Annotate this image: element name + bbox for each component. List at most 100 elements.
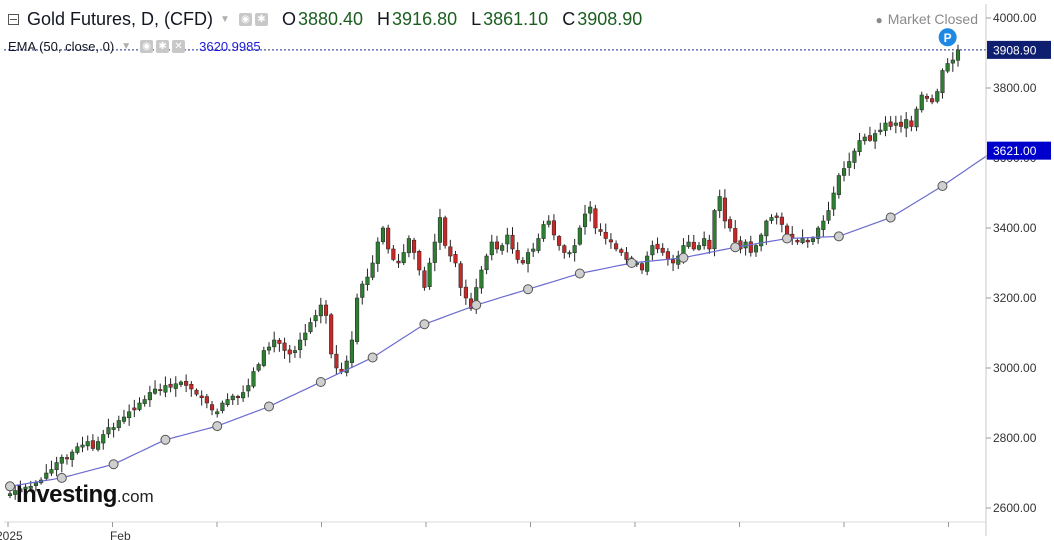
price-tick-label: 3000.00 — [993, 361, 1037, 375]
candle-body — [841, 168, 847, 176]
last-price-label: 3908.90 — [993, 43, 1037, 57]
candles — [7, 44, 961, 500]
candle-body — [287, 349, 292, 355]
gear-icon[interactable]: ✱ — [156, 40, 170, 53]
candle-body — [277, 340, 282, 344]
candle-body — [500, 245, 505, 251]
candle-body — [360, 283, 365, 298]
candle-body — [375, 241, 380, 264]
candle-body — [489, 241, 494, 256]
indicator-name[interactable]: EMA (50, close, 0) — [8, 39, 115, 54]
candle-body — [96, 441, 101, 450]
candle-body — [831, 192, 836, 210]
candle-body — [826, 210, 831, 221]
candle-body — [323, 304, 329, 316]
candle-body — [116, 420, 121, 428]
price-tick-label: 3800.00 — [993, 81, 1037, 95]
candle-body — [75, 446, 80, 453]
candle-body — [525, 252, 531, 264]
candle-body — [867, 135, 872, 141]
price-tick-label: 4000.00 — [993, 11, 1037, 25]
chevron-down-icon[interactable]: ▼ — [220, 14, 230, 25]
candle-body — [624, 252, 629, 260]
candle-body — [463, 286, 468, 299]
candle-body — [655, 243, 660, 250]
candle-body — [85, 441, 90, 447]
candle-body — [551, 220, 556, 236]
candle-body — [194, 389, 199, 395]
candle-body — [121, 416, 127, 422]
candle-body — [764, 220, 769, 237]
candle-body — [577, 227, 582, 245]
ema-price-label: 3621.00 — [993, 144, 1037, 158]
investing-logo: Investing.com — [16, 481, 154, 509]
candle-body — [292, 350, 297, 353]
candle-body — [80, 444, 85, 448]
candle-body — [712, 210, 717, 250]
candle-body — [862, 136, 867, 142]
ema-marker — [626, 258, 637, 268]
candle-body — [344, 360, 349, 373]
candle-body — [686, 241, 691, 247]
eye-icon[interactable]: ◉ — [238, 13, 252, 26]
candle-body — [847, 161, 852, 168]
candle-body — [671, 259, 676, 264]
candle-body — [101, 434, 106, 444]
candle-body — [759, 234, 764, 247]
candle-body — [702, 238, 707, 246]
candle-body — [753, 245, 759, 253]
ema-marker — [264, 401, 275, 412]
price-tick-label: 2600.00 — [993, 501, 1037, 515]
candle-body — [147, 392, 152, 401]
ema-marker — [160, 434, 171, 445]
candle-body — [520, 260, 525, 264]
candle-body — [49, 469, 54, 474]
candle-body — [722, 197, 727, 222]
candle-body — [531, 248, 536, 252]
candle-body — [940, 70, 945, 93]
gear-icon[interactable]: ✱ — [254, 13, 268, 26]
candle-body — [246, 385, 251, 392]
ema-marker — [523, 284, 534, 295]
candle-body — [619, 249, 624, 253]
time-axis[interactable]: 2025 Feb — [0, 522, 949, 540]
candle-body — [272, 339, 277, 348]
low-value: 3861.10 — [483, 9, 549, 29]
candle-body — [142, 399, 147, 404]
candle-body — [137, 402, 142, 410]
candle-body — [59, 457, 64, 464]
candle-body — [308, 322, 313, 333]
candle-body — [432, 241, 437, 263]
candle-body — [406, 238, 411, 254]
candle-body — [33, 482, 38, 486]
candle-body — [225, 399, 230, 405]
candle-body — [645, 255, 650, 272]
candle-body — [515, 250, 520, 260]
candle-body — [774, 215, 779, 218]
price-axis[interactable]: 2600.002800.003000.003200.003400.003600.… — [4, 4, 1037, 536]
candle-body — [930, 98, 935, 103]
chevron-down-icon[interactable]: ▼ — [121, 41, 132, 52]
symbol-title[interactable]: Gold Futures, D, (CFD) — [27, 9, 214, 29]
candle-body — [582, 213, 588, 228]
candle-body — [660, 247, 665, 253]
ema-marker — [678, 252, 689, 263]
candle-body — [888, 121, 893, 127]
candle-body — [541, 224, 546, 239]
ema-marker — [885, 212, 896, 223]
candle-body — [950, 59, 955, 64]
candle-body — [816, 227, 821, 239]
candle-body — [893, 122, 898, 126]
low-key: L — [471, 9, 482, 29]
candle-body — [23, 486, 28, 490]
candle-body — [562, 245, 567, 253]
eye-icon[interactable]: ◉ — [140, 40, 154, 53]
candle-body — [64, 457, 70, 460]
candle-body — [748, 241, 753, 253]
candle-body — [448, 246, 453, 257]
candle-body — [852, 150, 857, 163]
close-icon[interactable]: ✕ — [172, 40, 186, 53]
collapse-icon[interactable] — [8, 14, 19, 25]
ema-marker — [782, 233, 793, 244]
